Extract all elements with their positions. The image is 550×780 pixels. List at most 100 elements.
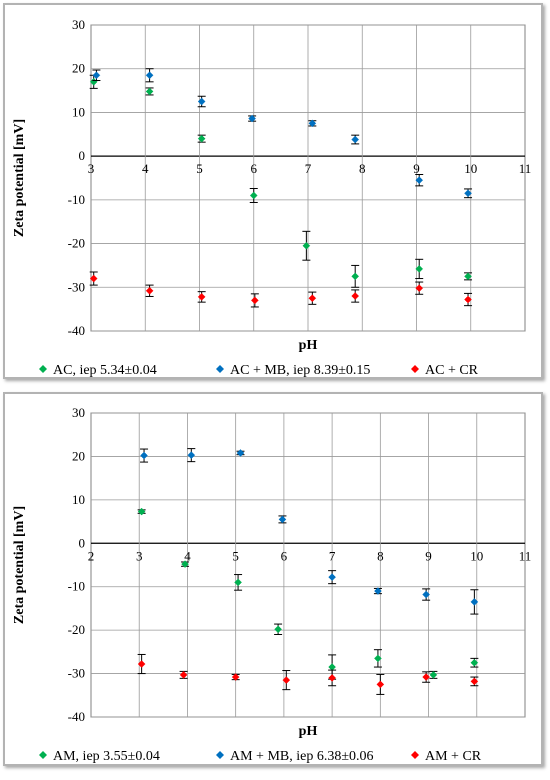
x-tick-label: 7 (329, 548, 336, 563)
data-point (282, 676, 291, 684)
data-point (470, 677, 479, 686)
data-point (249, 191, 258, 200)
chart-panel-bottom: 30 20 10 0 -10 -20 -30 -40 2 3 4 5 6 7 8 9 10 11 Zeta pote… (3, 392, 543, 766)
y-tick-label: 20 (72, 61, 85, 76)
x-tick-label: 8 (377, 548, 384, 563)
data-point (328, 674, 336, 682)
chart-panel-top: 30 20 10 0 -10 -20 -30 -40 3 4 5 6 7 8 9 10 11 Zeta poten… (3, 3, 543, 379)
data-point (145, 87, 154, 96)
data-point (145, 286, 154, 295)
legend-marker (39, 751, 47, 759)
x-axis-label: pH (299, 724, 318, 739)
x-tick-label: 4 (142, 161, 149, 176)
data-point (328, 573, 336, 582)
x-tick-label: 6 (251, 161, 258, 176)
y-tick-label: 10 (72, 492, 85, 507)
data-point (464, 295, 472, 304)
data-point (308, 294, 317, 303)
data-point (415, 176, 424, 185)
data-point (308, 119, 317, 128)
data-point (231, 673, 240, 681)
y-tick-label: -40 (68, 323, 85, 338)
data-point (374, 654, 382, 663)
data-point (137, 660, 146, 668)
data-point (464, 272, 472, 281)
data-point (236, 449, 245, 457)
legend-label: AM + MB, iep 6.38±0.06 (230, 749, 374, 764)
data-point (278, 515, 287, 524)
data-point (234, 578, 242, 587)
x-tick-label: 6 (281, 548, 288, 563)
y-tick-label: -10 (68, 579, 85, 594)
data-point (145, 71, 154, 80)
y-tick-label: -40 (68, 709, 85, 724)
series-1 (92, 68, 473, 199)
data-point (328, 663, 336, 671)
data-point (197, 134, 206, 143)
x-tick-label: 9 (425, 548, 432, 563)
zeta-potential-chart-am: 30 20 10 0 -10 -20 -30 -40 2 3 4 5 6 7 8 9 10 11 Zeta pote… (12, 405, 531, 764)
data-point (376, 680, 385, 689)
data-point (302, 241, 311, 250)
legend-label: AC + MB, iep 8.39±0.15 (230, 363, 370, 377)
series-1 (140, 448, 479, 615)
data-point (248, 114, 256, 123)
data-point (429, 671, 438, 679)
data-point (92, 71, 101, 80)
legend-label: AC + CR (425, 363, 479, 377)
data-point (250, 296, 259, 305)
y-tick-label: -20 (68, 236, 85, 251)
y-tick-label: -20 (68, 622, 85, 637)
x-tick-label: 5 (232, 548, 239, 563)
data-point (89, 274, 98, 283)
data-point (351, 272, 360, 281)
x-tick-label: 11 (519, 161, 532, 176)
y-tick-label: -30 (68, 279, 85, 294)
data-point (181, 560, 189, 568)
x-tick-label: 4 (184, 548, 191, 563)
legend-marker (216, 751, 224, 759)
x-tick-label: 2 (88, 548, 95, 563)
legend-label: AC, iep 5.34±0.04 (53, 363, 157, 377)
x-tick-label: 10 (470, 548, 483, 563)
data-point (470, 658, 479, 667)
zeta-potential-chart-ac: 30 20 10 0 -10 -20 -30 -40 3 4 5 6 7 8 9 10 11 Zeta poten… (12, 17, 532, 377)
x-tick-label: 9 (413, 161, 420, 176)
data-point (351, 135, 360, 144)
y-axis-label: Zeta potential [mV] (12, 506, 27, 624)
legend-label: AM, iep 3.55±0.04 (53, 749, 160, 764)
x-tick-label: 7 (305, 161, 312, 176)
y-tick-label: -10 (68, 192, 85, 207)
data-point (422, 590, 430, 599)
data-point (415, 284, 424, 293)
x-tick-label: 10 (464, 161, 477, 176)
series-2 (89, 271, 473, 308)
plot-area (90, 412, 526, 718)
data-point (197, 293, 206, 301)
legend-marker (216, 365, 224, 373)
y-tick-label: 0 (79, 535, 86, 550)
x-tick-label: 3 (88, 161, 95, 176)
x-tick-label: 3 (136, 548, 143, 563)
x-tick-label: 8 (359, 161, 366, 176)
y-tick-label: 30 (72, 405, 85, 420)
data-point (137, 507, 146, 516)
data-point (197, 97, 206, 106)
series-0 (89, 74, 473, 288)
y-axis-label: Zeta potential [mV] (12, 119, 27, 237)
y-tick-label: 20 (72, 448, 85, 463)
data-point (179, 671, 188, 679)
legend-marker (411, 751, 419, 759)
data-point (464, 189, 472, 198)
data-point (374, 587, 382, 595)
data-point (422, 673, 430, 681)
data-point (274, 625, 282, 634)
legend-marker (411, 365, 419, 373)
data-point (140, 451, 148, 460)
series-2 (137, 653, 479, 695)
y-tick-label: 30 (72, 17, 85, 32)
legend-label: AM + CR (425, 749, 482, 764)
data-point (415, 265, 424, 273)
data-point (187, 451, 196, 459)
y-tick-label: 10 (72, 104, 85, 119)
